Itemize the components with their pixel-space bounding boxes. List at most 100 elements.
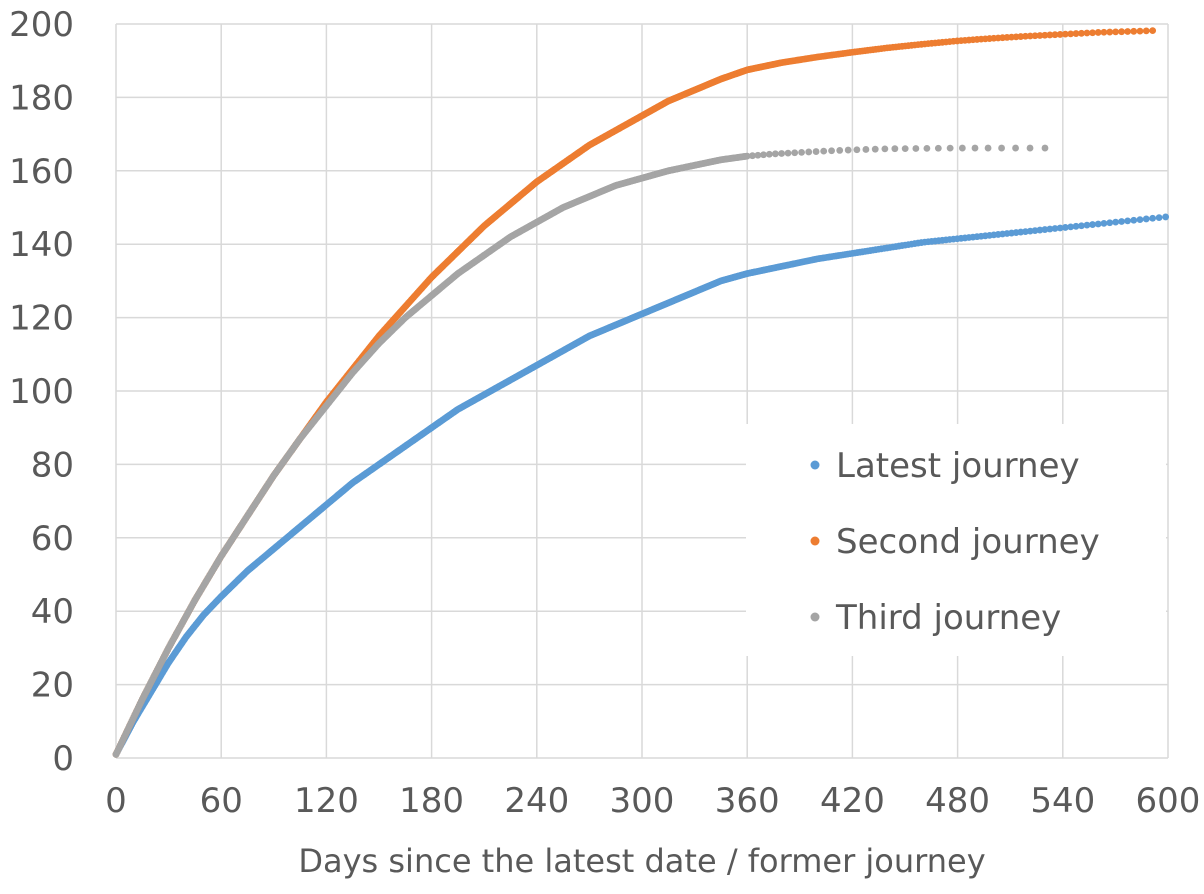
data-point — [1155, 214, 1163, 222]
data-point — [1046, 225, 1054, 233]
data-point — [1026, 144, 1034, 152]
y-tick-label-8: 160 — [9, 152, 74, 192]
data-point — [1106, 28, 1114, 36]
data-point — [1136, 216, 1144, 224]
x-tick-label-8: 480 — [925, 781, 990, 821]
data-point — [1056, 224, 1064, 232]
data-point — [798, 148, 805, 156]
data-point — [1012, 144, 1019, 152]
data-point — [1124, 217, 1132, 225]
data-point — [771, 150, 779, 158]
legend-label-2: Second journey — [836, 522, 1100, 562]
data-point — [749, 152, 756, 160]
x-tick-label-10: 600 — [1136, 781, 1201, 821]
x-tick-label-9: 540 — [1030, 781, 1095, 821]
data-point — [1136, 27, 1144, 35]
data-point — [1078, 222, 1085, 230]
data-point — [984, 144, 992, 152]
x-tick-label-1: 60 — [200, 781, 243, 821]
data-point — [754, 151, 762, 159]
data-point — [1083, 221, 1091, 229]
series-3 — [112, 144, 1049, 758]
data-point — [1031, 32, 1039, 40]
data-point — [820, 147, 828, 155]
data-point — [836, 147, 844, 154]
legend-marker-3 — [810, 612, 820, 622]
data-point — [1036, 226, 1044, 234]
y-tick-label-1: 20 — [31, 666, 74, 706]
data-point — [812, 148, 820, 155]
data-point — [1112, 218, 1120, 226]
data-point — [1072, 30, 1080, 37]
data-point — [1061, 224, 1069, 231]
data-point — [958, 144, 966, 152]
data-point — [1100, 219, 1108, 227]
data-point — [862, 146, 870, 153]
x-tick-label-0: 0 — [105, 781, 127, 821]
data-point — [1031, 227, 1039, 234]
data-point — [1089, 221, 1096, 228]
data-point — [784, 149, 792, 157]
data-point — [1162, 213, 1170, 221]
data-point — [1041, 226, 1049, 233]
data-point — [1149, 27, 1157, 35]
y-tick-label-3: 60 — [31, 519, 74, 559]
data-point — [1142, 215, 1150, 223]
data-point — [844, 146, 852, 154]
data-point — [891, 145, 899, 153]
data-point — [1067, 30, 1075, 38]
data-point — [998, 144, 1005, 152]
y-tick-label-10: 200 — [9, 5, 74, 45]
data-point — [934, 144, 942, 152]
x-tick-label-6: 360 — [715, 781, 780, 821]
data-point — [778, 150, 785, 157]
data-point — [912, 145, 920, 152]
legend-marker-2 — [810, 536, 820, 546]
data-point — [1026, 32, 1034, 40]
data-point — [871, 145, 879, 153]
data-point — [1130, 216, 1138, 224]
y-tick-label-2: 40 — [31, 592, 74, 632]
data-point — [1124, 28, 1132, 35]
data-point — [1130, 27, 1138, 35]
data-point — [1067, 223, 1075, 231]
y-tick-label-7: 140 — [9, 225, 74, 265]
x-axis-ticks: 0 60 120 180 240 300 360 420 480 540 600 — [105, 781, 1200, 821]
data-point — [971, 144, 979, 152]
x-tick-label-7: 420 — [820, 781, 885, 821]
y-axis-ticks: 0 20 40 60 80 100 120 140 160 180 200 — [9, 5, 74, 779]
data-point — [743, 152, 751, 160]
y-tick-label-6: 120 — [9, 299, 74, 339]
data-point — [1083, 29, 1091, 37]
data-point — [1056, 31, 1064, 38]
grid — [115, 23, 1169, 759]
data-point — [881, 145, 889, 153]
data-point — [1094, 29, 1102, 36]
x-tick-label-3: 180 — [399, 781, 464, 821]
y-tick-label-5: 100 — [9, 372, 74, 412]
data-point — [853, 146, 861, 154]
y-tick-label-4: 80 — [31, 445, 74, 485]
data-point — [946, 144, 954, 152]
x-tick-label-4: 240 — [504, 781, 569, 821]
data-point — [791, 149, 799, 157]
x-tick-label-2: 120 — [294, 781, 359, 821]
data-point — [1118, 28, 1125, 36]
x-tick-label-5: 300 — [610, 781, 675, 821]
data-point — [1041, 31, 1049, 39]
data-point — [1142, 27, 1150, 35]
legend-marker-1 — [810, 460, 820, 470]
data-point — [1094, 220, 1102, 228]
data-point — [1149, 214, 1157, 222]
data-point — [1036, 32, 1044, 39]
data-point — [1051, 225, 1059, 232]
data-point — [1041, 144, 1049, 152]
data-point — [805, 148, 813, 156]
data-point — [1118, 218, 1125, 225]
data-point — [760, 151, 767, 159]
data-point — [901, 145, 909, 152]
data-point — [1051, 31, 1059, 39]
legend-label-3: Third journey — [835, 598, 1061, 638]
data-point — [1106, 219, 1114, 227]
